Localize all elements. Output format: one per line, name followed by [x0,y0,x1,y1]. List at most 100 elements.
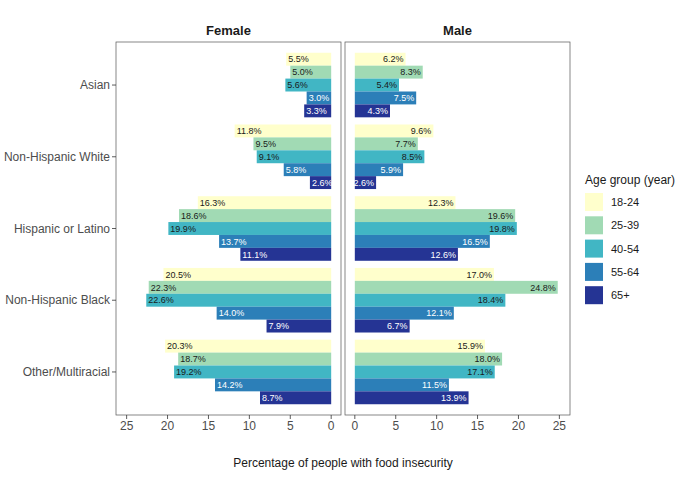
tick-mark [112,85,116,86]
bar [174,366,331,379]
tick-label: 15 [471,419,485,433]
data-label: 8.3% [400,67,421,77]
data-label: 9.1% [259,152,280,162]
bar [285,79,331,92]
bar [355,366,495,379]
data-label: 3.0% [309,93,330,103]
bar [355,66,423,79]
data-label: 8.7% [262,393,283,403]
bar [179,209,331,222]
legend: Age group (year)18-2425-3940-5455-6465+ [585,173,675,304]
tick-label: 10 [430,419,444,433]
bar [355,307,454,320]
bar [355,163,403,176]
bar [355,340,485,353]
data-label: 8.5% [402,152,423,162]
tick-mark [112,371,116,372]
bar [235,124,332,137]
data-label: 16.5% [462,237,488,247]
bar [253,137,331,150]
data-label: 18.7% [180,354,206,364]
data-label: 22.3% [151,283,177,293]
data-labels: 5.5%11.8%16.3%20.5%20.3%5.0%9.5%18.6%22.… [148,54,332,403]
data-label: 9.5% [255,139,276,149]
bar [290,66,331,79]
data-label: 22.6% [148,295,174,305]
bar [355,294,506,307]
bar [267,320,332,333]
data-label: 5.8% [286,165,307,175]
data-label: 12.6% [430,250,456,260]
bar [355,137,418,150]
bar [240,248,331,261]
tick-label: 0 [351,419,358,433]
tick-label: 5 [392,419,399,433]
tick-label: 20 [161,419,175,433]
data-label: 7.5% [394,93,415,103]
category-label: Other/Multiracial [23,365,110,379]
tick-label: 10 [243,419,257,433]
bar [355,248,458,261]
legend-label: 65+ [611,289,630,301]
data-label: 5.9% [381,165,402,175]
bar [355,235,490,248]
data-label: 20.5% [165,270,191,280]
tick-label: 25 [120,419,134,433]
data-label: 3.3% [306,106,327,116]
data-label: 20.3% [167,341,193,351]
bar [307,91,332,104]
data-label: 11.8% [237,126,262,136]
category-label: Non-Hispanic White [4,150,110,164]
bar [355,320,410,333]
bar [168,222,331,235]
data-label: 11.5% [422,380,447,390]
data-label: 4.3% [367,106,388,116]
bar [198,196,331,209]
legend-label: 18-24 [611,196,639,208]
legend-key [585,216,603,234]
category-label: Non-Hispanic Black [5,293,111,307]
bar [355,150,425,163]
data-label: 2.6% [354,178,375,188]
bar [355,391,469,404]
data-label: 6.7% [387,321,408,331]
data-label: 14.0% [219,308,245,318]
tick-mark [112,228,116,229]
data-label: 18.4% [478,295,504,305]
legend-key [585,286,603,304]
data-label: 5.5% [288,54,309,64]
legend-title: Age group (year) [585,173,675,187]
panel-title: Female [206,23,251,38]
data-label: 17.0% [466,270,492,280]
legend-key [585,240,603,258]
data-label: 12.1% [426,308,452,318]
bar [260,391,331,404]
bar [355,353,502,366]
tick-mark [112,300,116,301]
data-label: 2.6% [312,178,333,188]
bar [215,378,331,391]
bar [257,150,331,163]
bar [355,268,494,281]
panel-title: Male [443,23,472,38]
data-label: 11.1% [242,250,267,260]
bar [355,378,449,391]
tick-mark [112,156,116,157]
bar [355,281,558,294]
bar [355,53,406,66]
data-label: 5.0% [292,67,313,77]
bars [146,53,331,404]
bar [217,307,332,320]
data-label: 15.9% [457,341,483,351]
data-label: 19.2% [176,367,202,377]
bar [355,104,390,117]
bar [286,53,331,66]
bar [355,196,456,209]
bar [284,163,331,176]
panel-frame [116,42,341,415]
legend-key [585,263,603,281]
data-label: 16.3% [200,198,226,208]
data-label: 13.7% [221,237,247,247]
category-label: Hispanic or Latino [14,222,110,236]
tick-label: 15 [202,419,216,433]
